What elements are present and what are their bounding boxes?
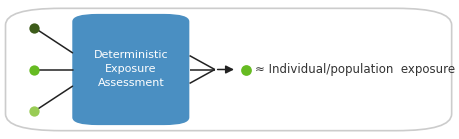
Point [242, 68, 249, 71]
Text: ≈ Individual/population  exposure: ≈ Individual/population exposure [255, 63, 455, 76]
Text: Deterministic
Exposure
Assessment: Deterministic Exposure Assessment [94, 50, 168, 89]
Point [31, 110, 38, 112]
Point [31, 27, 38, 29]
FancyBboxPatch shape [73, 14, 189, 125]
Point [31, 68, 38, 71]
FancyBboxPatch shape [6, 8, 452, 131]
